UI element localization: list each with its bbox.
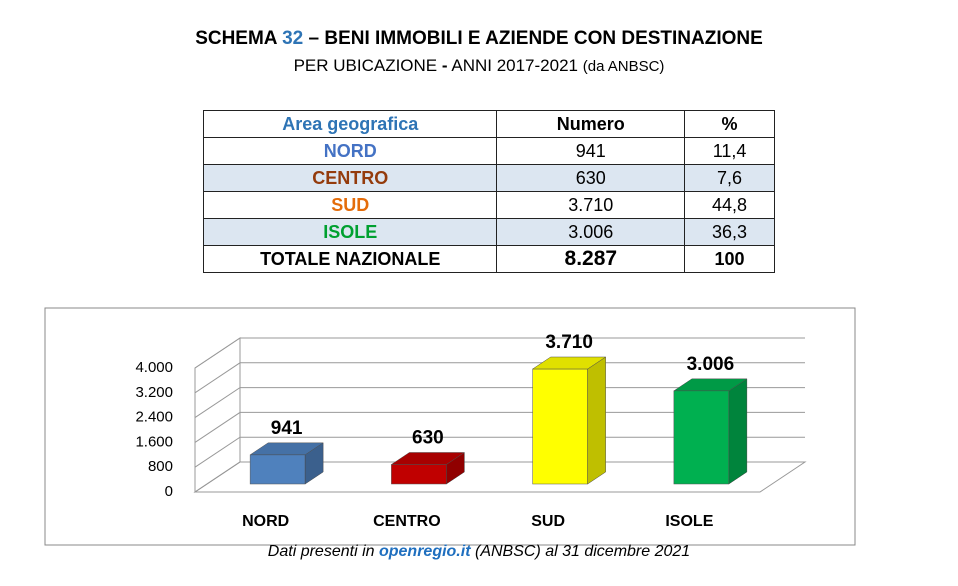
table-row: TOTALE NAZIONALE 8.287 100 — [202, 245, 775, 273]
y-tick-label: 1.600 — [135, 433, 173, 450]
table-cell: 36,3 — [684, 218, 775, 246]
bar-top — [390, 452, 466, 465]
chart: 0 800 1.600 2.400 3.200 4.000 941 NORD 630 CENTRO… — [44, 307, 856, 546]
bar — [673, 390, 730, 485]
table-cell: NORD — [202, 137, 498, 165]
grid-line — [194, 436, 805, 468]
footer: Dati presenti in openregio.it (ANBSC) al… — [0, 543, 958, 561]
subtitle-years: ANNI 2017-2021 — [451, 56, 578, 75]
bar-side-shade — [728, 378, 747, 484]
x-tick-label: SUD — [531, 513, 565, 530]
subtitle-main: PER UBICAZIONE — [293, 56, 438, 75]
col-header: % — [684, 110, 775, 138]
bar-top — [531, 356, 607, 370]
bar — [249, 454, 306, 485]
table-cell: SUD — [202, 191, 498, 219]
table-cell: 3.710 — [496, 191, 686, 219]
x-tick-label: ISOLE — [665, 513, 713, 530]
table: Area geografica Numero % NORD 941 11,4 CENT… — [202, 110, 775, 273]
grid-line — [194, 362, 805, 394]
bar-side-shade — [305, 442, 324, 484]
footer-text: (ANBSC) al 31 dicembre 2021 — [474, 543, 691, 560]
chart-frame — [44, 307, 856, 546]
y-tick-label: 2.400 — [135, 409, 173, 426]
title: SCHEMA 32 – BENI IMMOBILI E AZIENDE CON … — [0, 28, 958, 50]
footer-text: Dati presenti in — [267, 543, 375, 560]
grid-line — [194, 411, 805, 443]
grid-line — [194, 461, 805, 493]
table-row: CENTRO 630 7,6 — [202, 164, 775, 192]
table-row: NORD 941 11,4 — [202, 137, 775, 165]
bar-top-shade — [673, 378, 747, 391]
bar-top-shade — [391, 452, 465, 465]
table-cell: ISOLE — [202, 218, 498, 246]
bar-top-shade — [532, 356, 606, 369]
col-header: Numero — [496, 110, 686, 138]
bar — [391, 464, 447, 485]
table-cell: 8.287 — [496, 245, 686, 273]
bar-top — [673, 378, 748, 392]
y-tick-label: 4.000 — [135, 359, 173, 376]
value-label: 3.710 — [545, 332, 593, 353]
table-cell: 7,6 — [684, 164, 775, 192]
table-row: ISOLE 3.006 36,3 — [202, 218, 775, 246]
table-cell: 11,4 — [684, 137, 775, 165]
bar-side-shade — [446, 452, 465, 484]
table-cell: TOTALE NAZIONALE — [202, 245, 498, 273]
subtitle-source: (da ANBSC) — [582, 58, 665, 75]
table-cell: 941 — [496, 137, 686, 165]
table-cell: 44,8 — [684, 191, 775, 219]
grid-line — [194, 387, 805, 419]
table-cell: 100 — [684, 245, 775, 273]
title-rest: – BENI IMMOBILI E AZIENDE CON DESTINAZIO… — [308, 28, 763, 49]
x-tick-label: CENTRO — [373, 513, 441, 530]
left-wall — [194, 337, 241, 493]
col-header: Area geografica — [202, 110, 498, 138]
bar-top — [249, 442, 324, 456]
table-cell: 630 — [496, 164, 686, 192]
y-tick-label: 800 — [148, 458, 173, 475]
title-prefix: SCHEMA — [195, 28, 277, 49]
table-cell: CENTRO — [202, 164, 498, 192]
footer-link[interactable]: openregio.it — [378, 543, 471, 560]
table-row: SUD 3.710 44,8 — [202, 191, 775, 219]
value-label: 3.006 — [687, 354, 735, 375]
grid-line — [194, 337, 805, 369]
value-label: 941 — [271, 418, 303, 439]
bar-side-shade — [587, 356, 606, 484]
title-number: 32 — [282, 28, 304, 49]
y-tick-label: 0 — [165, 483, 173, 500]
bar — [532, 368, 588, 485]
value-label: 630 — [412, 427, 444, 448]
bar-top-shade — [250, 442, 324, 455]
table-cell: 3.006 — [496, 218, 686, 246]
x-tick-label: NORD — [242, 513, 289, 530]
subtitle-dash: - — [441, 56, 448, 75]
y-tick-label: 3.200 — [135, 384, 173, 401]
subtitle: PER UBICAZIONE - ANNI 2017-2021 (da ANBS… — [0, 56, 958, 76]
